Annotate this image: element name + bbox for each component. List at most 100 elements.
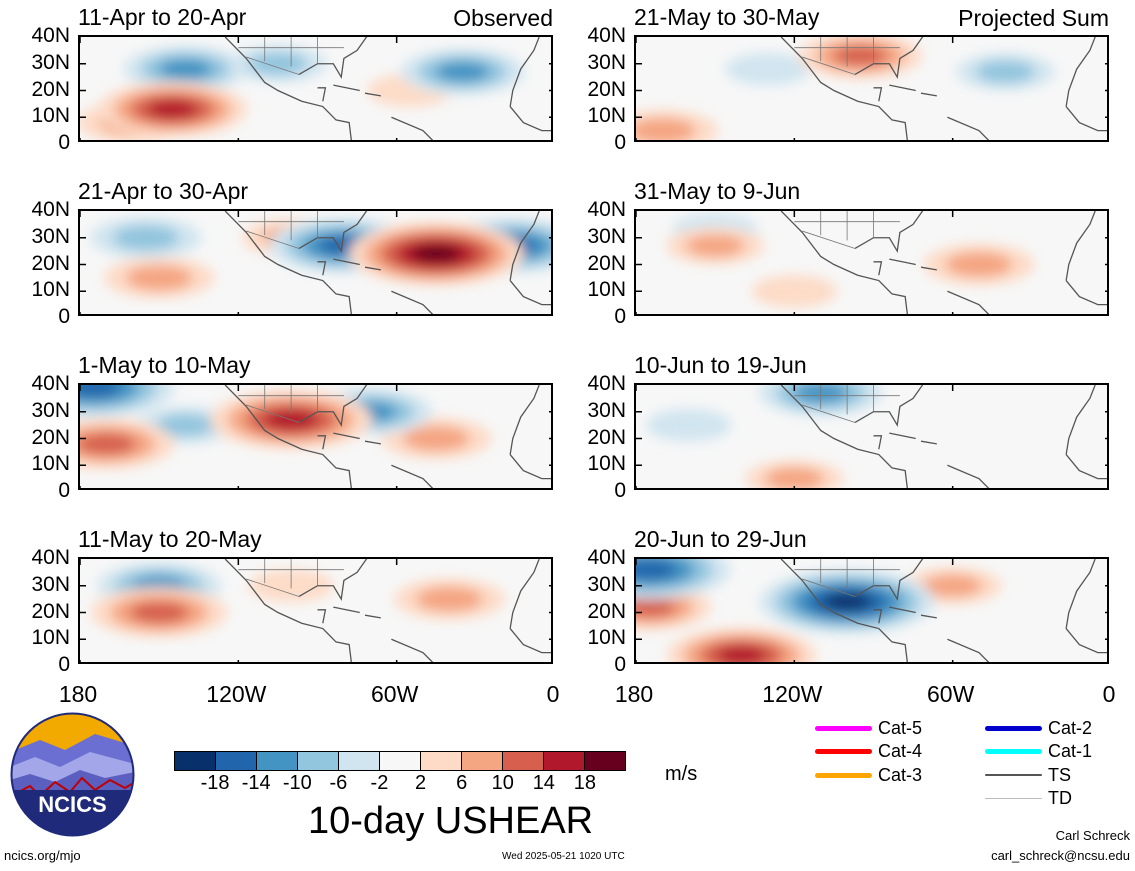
legend-line — [985, 797, 1042, 799]
y-tick-label: 10N — [587, 452, 626, 476]
logo-text: NCICS — [38, 792, 106, 817]
y-tick-label: 10N — [31, 278, 70, 302]
colorbar-tick-label: 14 — [532, 772, 555, 794]
legend-item: Cat-4 — [815, 740, 922, 762]
anomaly-contour — [975, 60, 1035, 83]
website-link[interactable]: ncics.org/mjo — [4, 848, 81, 863]
anomaly-contour — [147, 100, 198, 119]
y-tick-label: 40N — [587, 24, 626, 47]
anomaly-contour — [636, 559, 677, 580]
y-tick-label: 10N — [587, 278, 626, 302]
legend-line — [815, 748, 872, 754]
y-tick-label: 20N — [587, 425, 626, 449]
political-borders — [238, 559, 344, 597]
anomaly-contour — [156, 413, 216, 437]
panel-title: 1-May to 10-May — [78, 352, 251, 378]
colorbar-swatch — [544, 752, 585, 770]
y-tick-label: 0 — [58, 131, 70, 154]
panel-title: 21-May to 30-May — [634, 4, 820, 30]
anomaly-contour — [725, 52, 811, 86]
shear-map — [78, 209, 553, 316]
legend-item: TS — [985, 764, 1071, 786]
author-name: Carl Schreck — [1055, 828, 1130, 843]
colorbar-swatch — [380, 752, 421, 770]
anomaly-contour — [412, 245, 461, 263]
colorbar-swatch — [298, 752, 339, 770]
anomaly-contour — [923, 574, 983, 597]
x-tick-label: 0 — [1102, 681, 1116, 707]
y-tick-label: 20N — [31, 77, 70, 101]
y-tick-label: 0 — [614, 305, 626, 328]
x-tick-label: 0 — [546, 681, 560, 707]
projected-header: Projected Sum — [958, 5, 1109, 31]
y-tick-label: 10N — [31, 104, 70, 128]
y-tick-label: 10N — [587, 104, 626, 128]
political-borders — [238, 211, 344, 249]
coastline — [780, 559, 1107, 662]
panel-title: 31-May to 9-Jun — [634, 178, 801, 204]
political-borders — [794, 211, 900, 249]
y-tick-label: 0 — [58, 653, 70, 676]
y-tick-label: 30N — [587, 50, 626, 74]
anomaly-contour — [716, 646, 767, 662]
colorbar-swatch — [585, 752, 625, 770]
legend-label: Cat-5 — [878, 717, 923, 738]
panel-title: 11-May to 20-May — [78, 526, 262, 552]
shear-map — [634, 35, 1109, 142]
colorbar-tick-label: -6 — [329, 772, 348, 794]
panel-title: 20-Jun to 29-Jun — [634, 526, 807, 552]
x-tick-label: 120W — [206, 681, 267, 707]
panel-title: 21-Apr to 30-Apr — [78, 178, 249, 204]
y-tick-label: 40N — [587, 198, 626, 221]
coastline — [780, 37, 1107, 140]
legend-line — [985, 774, 1042, 776]
legend-label: Cat-1 — [1048, 740, 1093, 761]
y-tick-label: 10N — [31, 452, 70, 476]
political-borders — [794, 385, 900, 423]
coastline — [780, 385, 1107, 488]
y-tick-label: 40N — [31, 198, 70, 221]
coastline — [224, 37, 551, 140]
legend-label: TS — [1048, 764, 1072, 785]
anomaly-contour — [248, 52, 308, 75]
shear-map — [634, 209, 1109, 316]
coastline — [224, 559, 551, 662]
coastline — [224, 211, 551, 314]
colorbar-tick-label: -2 — [370, 772, 389, 794]
colorbar-tick-label: -10 — [282, 772, 312, 794]
anomaly-contour — [645, 408, 732, 442]
y-tick-label: 30N — [587, 398, 626, 422]
shear-map — [78, 557, 553, 664]
political-borders — [794, 37, 900, 75]
author-email[interactable]: carl_schreck@ncsu.edu — [991, 848, 1130, 863]
anomaly-contour — [125, 265, 193, 291]
anomaly-contour — [764, 467, 824, 488]
units-label: m/s — [665, 763, 698, 785]
panel-title: 10-Jun to 19-Jun — [634, 352, 807, 378]
y-tick-label: 20N — [31, 425, 70, 449]
x-tick-label: 60W — [927, 681, 975, 707]
y-tick-label: 40N — [31, 24, 70, 47]
colorbar-tick-label: 18 — [573, 772, 597, 794]
legend-item: Cat-5 — [815, 717, 922, 739]
colorbar-tick-label: 10 — [491, 772, 514, 794]
colorbar-swatch — [421, 752, 462, 770]
colorbar-swatch — [175, 752, 216, 770]
legend-line — [815, 725, 872, 731]
y-tick-label: 20N — [587, 77, 626, 101]
y-tick-label: 30N — [587, 224, 626, 248]
observed-header: Observed — [453, 5, 553, 31]
y-tick-label: 0 — [614, 479, 626, 502]
y-tick-label: 30N — [31, 398, 70, 422]
shear-map — [78, 383, 553, 490]
colorbar-tick-label: 6 — [456, 772, 468, 794]
colorbar-tick-label: 2 — [414, 772, 427, 794]
colorbar — [174, 751, 626, 771]
anomaly-contour — [751, 274, 838, 308]
product-title: 10-day USHEAR — [308, 800, 594, 842]
anomaly-contour — [636, 597, 676, 618]
anomaly-contour — [129, 601, 189, 624]
political-borders — [794, 559, 900, 597]
legend-label: Cat-2 — [1048, 717, 1093, 738]
panel-title: 11-Apr to 20-Apr — [78, 4, 247, 30]
